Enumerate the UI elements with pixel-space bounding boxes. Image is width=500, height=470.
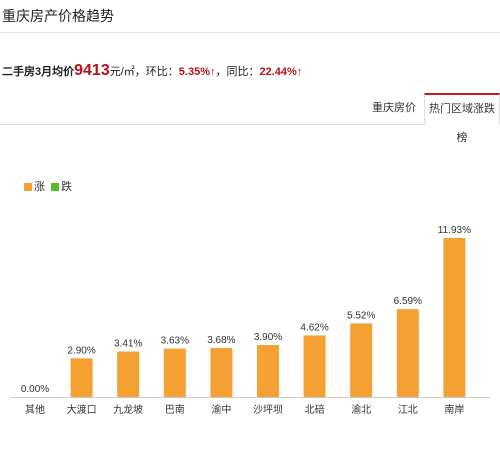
tab-hot-district-ranking[interactable]: 热门区域涨跌榜 <box>424 93 500 144</box>
bar[interactable] <box>396 309 419 397</box>
bar[interactable] <box>70 358 93 397</box>
tab-chongqing-price[interactable]: 重庆房价 <box>372 102 416 114</box>
price-summary-lead: 二手房3月均价 <box>2 66 75 78</box>
bar[interactable] <box>117 351 140 397</box>
x-tick-label: 大渡口 <box>67 403 97 416</box>
legend-item-up[interactable]: 涨 <box>24 181 45 193</box>
price-unit: 元/㎡，环比： <box>109 66 179 78</box>
data-label: 0.00% <box>21 384 49 395</box>
bar[interactable] <box>163 348 186 397</box>
x-tick-label: 渝中 <box>211 403 231 416</box>
bar[interactable] <box>350 323 373 397</box>
x-tick-label: 南岸 <box>444 403 464 416</box>
legend-item-down[interactable]: 跌 <box>51 181 72 193</box>
x-tick-label: 渝北 <box>351 403 371 416</box>
data-label: 3.90% <box>254 332 282 343</box>
bar[interactable] <box>303 335 326 397</box>
data-label: 3.41% <box>114 339 142 350</box>
data-label: 11.93% <box>438 225 471 236</box>
x-tick-label: 沙坪坝 <box>253 403 283 416</box>
x-tick-label: 北碚 <box>305 403 325 416</box>
price-summary: 二手房3月均价9413元/㎡，环比：5.35%↑，同比：22.44%↑ <box>2 62 302 80</box>
title-divider <box>0 32 500 33</box>
data-label: 3.63% <box>161 336 189 347</box>
data-label: 5.52% <box>347 310 375 321</box>
average-price: 9413 <box>74 62 110 79</box>
data-label: 3.68% <box>207 335 235 346</box>
legend-swatch-down <box>51 183 59 192</box>
bar[interactable] <box>443 238 466 397</box>
legend-label-down: 跌 <box>61 181 72 193</box>
bar[interactable] <box>257 345 279 397</box>
tab-bar-baseline <box>0 124 500 125</box>
yoy-label: ，同比： <box>215 66 260 78</box>
data-label: 6.59% <box>394 296 422 307</box>
x-tick-label: 江北 <box>398 404 418 416</box>
page-title: 重庆房产价格趋势 <box>2 8 114 24</box>
legend-swatch-up <box>24 183 32 192</box>
x-tick-label: 巴南 <box>165 403 185 416</box>
bar[interactable] <box>210 347 233 397</box>
x-tick-label: 其他 <box>25 403 45 416</box>
data-label: 4.62% <box>300 322 328 333</box>
x-tick-label: 九龙坡 <box>113 403 143 416</box>
mom-change: 5.35%↑ <box>178 66 216 78</box>
chart-legend: 涨跌 <box>24 178 78 194</box>
legend-label-up: 涨 <box>34 181 45 193</box>
yoy-change: 22.44%↑ <box>259 66 303 78</box>
data-label: 2.90% <box>67 345 95 356</box>
